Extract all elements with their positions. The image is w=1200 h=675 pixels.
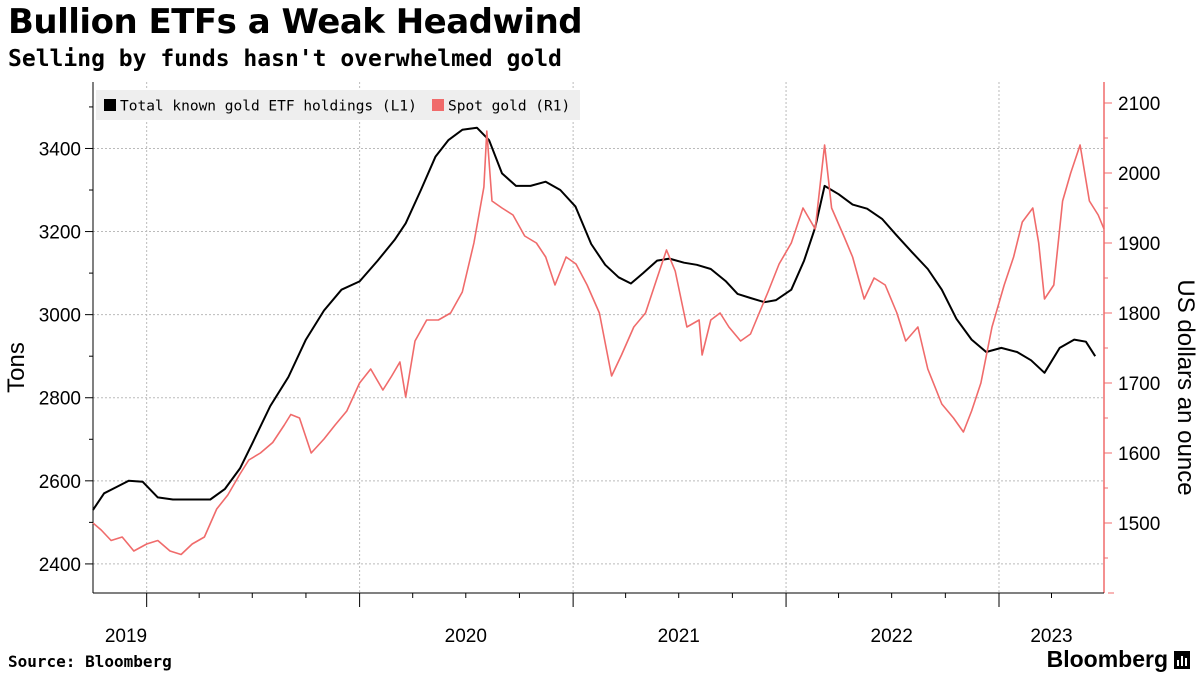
legend-label-etf: Total known gold ETF holdings (L1) (120, 99, 417, 115)
brand-name: Bloomberg (1046, 646, 1168, 672)
left-tick-label: 2600 (39, 472, 81, 493)
left-axis-title: Tons (3, 342, 30, 393)
right-tick-label: 2000 (1118, 164, 1160, 185)
right-tick-label: 2100 (1118, 94, 1160, 115)
legend-swatch-gold (432, 99, 444, 111)
legend: Total known gold ETF holdings (L1) Spot g… (96, 90, 580, 120)
x-tick-label: 2019 (105, 626, 147, 647)
x-tick-label: 2020 (445, 626, 487, 647)
left-tick-label: 2400 (39, 555, 81, 576)
right-tick-label: 1700 (1118, 374, 1160, 395)
x-tick-label: 2022 (871, 626, 913, 647)
left-tick-label: 3200 (39, 223, 81, 244)
series-line-etf-holdings (92, 126, 1097, 511)
right-tick-label: 1500 (1118, 514, 1160, 535)
x-tick-label: 2023 (1030, 626, 1072, 647)
right-tick-label: 1900 (1118, 234, 1160, 255)
axes: 2400 2600 2800 3000 3200 3400 1500 1600 1700 1800… (3, 82, 1199, 647)
series-line-spot-gold (92, 130, 1105, 556)
bloomberg-mark-icon (1174, 650, 1190, 669)
x-tick-label: 2021 (658, 626, 700, 647)
left-tick-label: 2800 (39, 389, 81, 410)
right-axis-title: US dollars an ounce (1172, 279, 1199, 495)
series-layer (92, 126, 1105, 556)
bloomberg-logo: Bloomberg (1047, 646, 1190, 673)
right-tick-label: 1800 (1118, 304, 1160, 325)
left-tick-label: 3000 (39, 306, 81, 327)
chart-title: Bullion ETFs a Weak Headwind (8, 2, 583, 42)
legend-swatch-etf (104, 99, 116, 111)
legend-label-gold: Spot gold (R1) (448, 99, 570, 115)
chart-subtitle: Selling by funds hasn't overwhelmed gold (8, 46, 562, 72)
source-note: Source: Bloomberg (8, 652, 172, 671)
right-tick-label: 1600 (1118, 444, 1160, 465)
gridlines (93, 82, 1104, 593)
left-tick-label: 3400 (39, 139, 81, 160)
legend-background (96, 90, 580, 120)
